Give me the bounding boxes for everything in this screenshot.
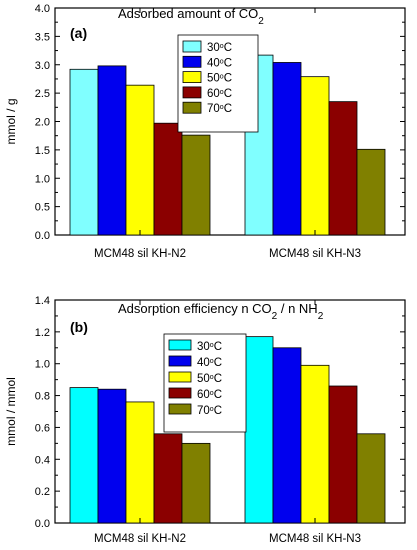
bar-30c-2 bbox=[244, 336, 274, 524]
bar-60c-1 bbox=[153, 433, 183, 524]
legend-label-30c: 30oC bbox=[197, 341, 222, 353]
y-tick-label: 1.5 bbox=[35, 145, 50, 157]
y-tick-label: 3.0 bbox=[35, 60, 50, 72]
y-tick-label: 0.6 bbox=[35, 422, 50, 434]
bar-40c-1 bbox=[97, 65, 127, 236]
y-axis-label: mmol / g bbox=[4, 98, 18, 144]
legend: 30oC 40oC 50oC 60oC 70oC bbox=[163, 333, 247, 433]
y-tick-label: 2.0 bbox=[35, 117, 50, 129]
y-tick-label: 3.5 bbox=[35, 31, 50, 43]
legend-swatch-40c bbox=[182, 55, 202, 68]
y-tick-label: 0.0 bbox=[35, 230, 50, 242]
legend-swatch-70c bbox=[182, 101, 202, 114]
bar-30c-1 bbox=[69, 387, 99, 524]
bar-50c-2 bbox=[300, 76, 330, 236]
chart-panel-1: 0.0 0.5 1.0 1.5 2.0 2.5 3.0 3.5 4.0 MCM48 sil KH-… bbox=[4, 3, 406, 260]
legend-label-40c: 40oC bbox=[207, 57, 232, 69]
legend-swatch-60c bbox=[182, 86, 202, 99]
x-category-label: MCM48 sil KH-N3 bbox=[269, 533, 361, 545]
legend-label-60c: 60oC bbox=[197, 389, 222, 401]
bar-70c-2 bbox=[356, 148, 386, 236]
bar-30c-1 bbox=[69, 68, 99, 236]
y-tick-label: 0.5 bbox=[35, 202, 50, 214]
y-tick-label: 0.8 bbox=[35, 391, 50, 403]
bar-40c-2 bbox=[272, 62, 302, 236]
bar-70c-1 bbox=[181, 134, 211, 236]
panel-label: (a) bbox=[70, 25, 87, 41]
bar-60c-2 bbox=[328, 101, 358, 236]
y-tick-label: 4.0 bbox=[35, 3, 50, 15]
legend-swatch-40c bbox=[168, 355, 192, 367]
chart-panel-2: 0.0 0.2 0.4 0.6 0.8 1.0 1.2 1.4 MCM48 sil KH-N2 M… bbox=[4, 295, 406, 545]
legend-swatch-30c bbox=[182, 40, 202, 53]
legend: 30oC 40oC 50oC 60oC 70oC bbox=[177, 34, 259, 133]
legend-swatch-60c bbox=[168, 387, 192, 399]
panel-label: (b) bbox=[70, 319, 88, 335]
legend-label-40c: 40oC bbox=[197, 357, 222, 369]
legend-label-50c: 50oC bbox=[207, 73, 232, 85]
y-axis-label: mmol / mmol bbox=[4, 377, 18, 446]
bar-40c-2 bbox=[272, 347, 302, 524]
bar-40c-1 bbox=[97, 388, 127, 524]
y-tick-label: 1.0 bbox=[35, 359, 50, 371]
bar-50c-1 bbox=[125, 84, 155, 236]
x-category-label: MCM48 sil KH-N2 bbox=[94, 533, 186, 545]
bar-50c-2 bbox=[300, 364, 330, 524]
chart-title: Adsorbed amount of CO2 bbox=[118, 6, 264, 27]
y-tick-label: 1.4 bbox=[35, 295, 50, 307]
bar-70c-1 bbox=[181, 442, 211, 524]
x-category-label: MCM48 sil KH-N2 bbox=[94, 248, 186, 260]
legend-label-60c: 60oC bbox=[207, 88, 232, 100]
y-tick-label: 0.2 bbox=[35, 486, 50, 498]
bar-60c-1 bbox=[153, 122, 183, 236]
y-tick-label: 1.0 bbox=[35, 173, 50, 185]
y-tick-label: 2.5 bbox=[35, 88, 50, 100]
legend-label-30c: 30oC bbox=[207, 42, 232, 54]
legend-swatch-30c bbox=[168, 339, 192, 351]
legend-label-50c: 50oC bbox=[197, 373, 222, 385]
bar-60c-2 bbox=[328, 385, 358, 524]
legend-label-70c: 70oC bbox=[207, 103, 232, 115]
legend-swatch-50c bbox=[168, 371, 192, 383]
legend-label-70c: 70oC bbox=[197, 405, 222, 417]
x-category-label: MCM48 sil KH-N3 bbox=[269, 248, 361, 260]
bar-70c-2 bbox=[356, 433, 386, 524]
legend-swatch-70c bbox=[168, 403, 192, 415]
legend-swatch-50c bbox=[182, 71, 202, 83]
bar-50c-1 bbox=[125, 401, 155, 524]
chart-title: Adsorption efficiency n CO2 / n NH2 bbox=[118, 301, 324, 322]
y-tick-label: 0.0 bbox=[35, 518, 50, 530]
y-tick-label: 0.4 bbox=[35, 454, 50, 466]
y-tick-label: 1.2 bbox=[35, 327, 50, 339]
